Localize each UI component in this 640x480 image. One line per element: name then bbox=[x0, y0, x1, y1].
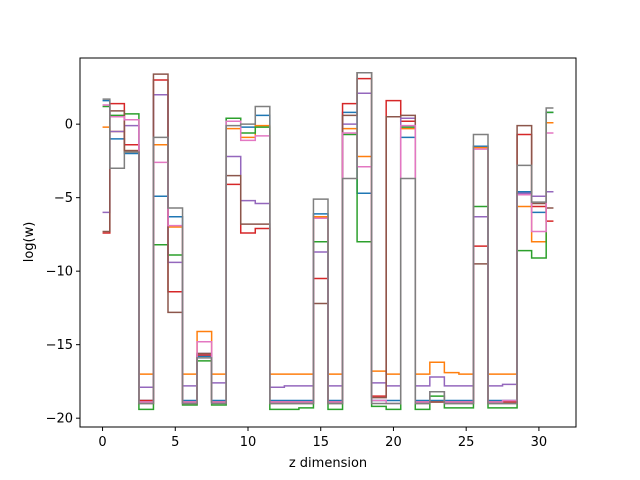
y-axis-label: log(w) bbox=[22, 222, 37, 263]
x-tick-label: 5 bbox=[171, 435, 179, 450]
series-line-8 bbox=[102, 71, 554, 405]
y-tick-label: −15 bbox=[46, 338, 73, 353]
series-layer bbox=[102, 71, 554, 411]
x-tick-label: 0 bbox=[98, 435, 106, 450]
x-axis-label: z dimension bbox=[289, 456, 367, 471]
y-tick-label: 0 bbox=[65, 118, 73, 133]
x-tick-label: 10 bbox=[240, 435, 257, 450]
x-axis-ticks: 0 5 10 15 20 25 30 bbox=[98, 427, 547, 450]
y-tick-label: −20 bbox=[46, 412, 73, 427]
y-tick-label: −10 bbox=[46, 265, 73, 280]
x-tick-label: 15 bbox=[312, 435, 329, 450]
x-tick-label: 25 bbox=[458, 435, 475, 450]
x-tick-label: 20 bbox=[385, 435, 402, 450]
y-tick-label: −5 bbox=[54, 191, 73, 206]
y-axis-ticks: −20 −15 −10 −5 0 bbox=[46, 118, 80, 427]
plot-frame bbox=[79, 57, 577, 428]
x-tick-label: 30 bbox=[531, 435, 548, 450]
